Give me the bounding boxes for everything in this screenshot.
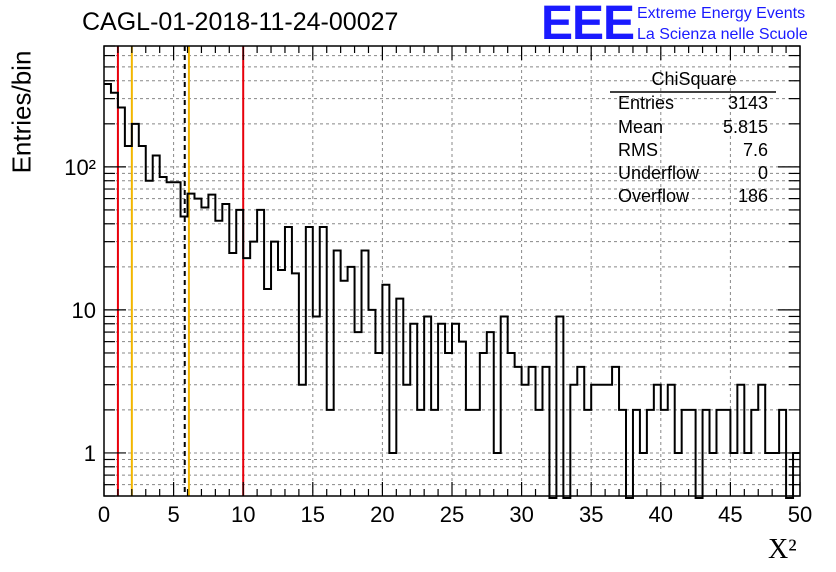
stats-value: 7.6 xyxy=(743,140,768,160)
stats-value: 3143 xyxy=(728,93,768,113)
stats-row-entries: Entries 3143 xyxy=(618,93,768,113)
stats-row-overflow: Overflow 186 xyxy=(618,186,768,206)
x-tick-label: 25 xyxy=(440,502,464,527)
logo-line-2: La Scienza nelle Scuole xyxy=(637,26,808,43)
chart-title: CAGL-01-2018-11-24-00027 xyxy=(82,8,399,36)
logo-mark: EEE xyxy=(541,0,635,50)
x-tick-label: 20 xyxy=(370,502,394,527)
stats-label: Entries xyxy=(618,93,674,113)
y-tick-label: 10 xyxy=(72,298,96,323)
x-tick-label: 15 xyxy=(301,502,325,527)
stats-value: 0 xyxy=(758,163,768,183)
logo-line-1: Extreme Energy Events xyxy=(637,5,806,22)
stats-box: ChiSquare Entries 3143 Mean 5.815 RMS 7.… xyxy=(610,69,776,206)
x-tick-label: 5 xyxy=(167,502,179,527)
stats-row-underflow: Underflow 0 xyxy=(618,163,768,183)
stats-row-mean: Mean 5.815 xyxy=(618,117,768,137)
stats-title: ChiSquare xyxy=(651,69,736,89)
x-tick-label: 50 xyxy=(788,502,812,527)
y-tick-label: 10² xyxy=(64,155,96,180)
stats-row-rms: RMS 7.6 xyxy=(618,140,768,160)
stats-label: Overflow xyxy=(618,186,690,206)
plot-frame xyxy=(103,45,801,497)
histogram-line xyxy=(104,82,800,499)
stats-label: RMS xyxy=(618,140,658,160)
x-tick-label: 30 xyxy=(509,502,533,527)
axis-ticks: 0 5 10 15 20 25 30 35 40 45 50 1 10 10² xyxy=(64,45,812,527)
y-tick-label: 1 xyxy=(84,441,96,466)
x-tick-label: 40 xyxy=(649,502,673,527)
x-tick-label: 10 xyxy=(231,502,255,527)
x-tick-label: 0 xyxy=(98,502,110,527)
x-tick-label: 35 xyxy=(579,502,603,527)
x-axis-label: X² xyxy=(768,534,797,565)
stats-value: 5.815 xyxy=(723,117,768,137)
x-tick-label: 45 xyxy=(718,502,742,527)
stats-label: Underflow xyxy=(618,163,700,183)
marker-lines xyxy=(116,46,245,496)
stats-label: Mean xyxy=(618,117,663,137)
stats-value: 186 xyxy=(738,186,768,206)
